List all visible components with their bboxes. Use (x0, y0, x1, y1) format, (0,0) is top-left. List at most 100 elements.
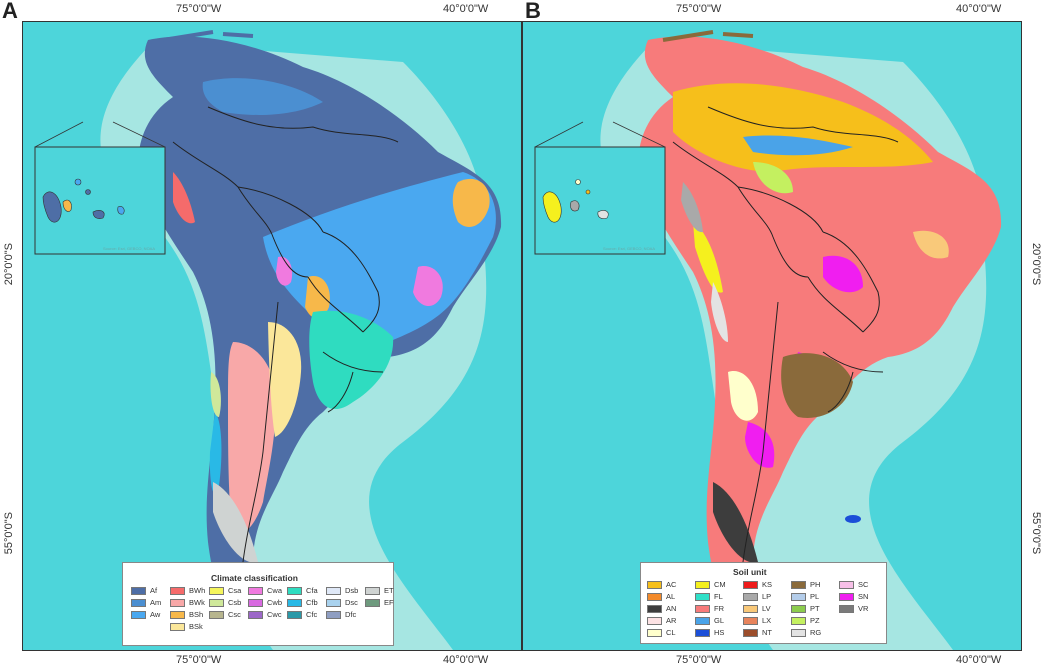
region-csb (210, 372, 221, 417)
panel-a-letter: A (2, 0, 18, 23)
climate-map-svg: Source: Esri, GEBCO, NOAA (34, 30, 502, 650)
galapagos-islands (42, 178, 125, 223)
soil-swatch-sc (839, 581, 854, 589)
panel-a-top-lon-west: 75°0'0"W (176, 3, 222, 15)
climate-label-cwa: Cwa (267, 586, 283, 595)
soil-swatch-an (647, 605, 662, 613)
climate-label-dsb: Dsb (345, 586, 359, 595)
panel-a-bottom-lon-east: 40°0'0"W (443, 654, 489, 666)
soil-swatch-fr (695, 605, 710, 613)
galapagos-islands (542, 179, 609, 223)
soil-label-rg: RG (810, 628, 822, 637)
climate-label-csc: Csc (228, 610, 241, 619)
region-cwa-andes (276, 256, 293, 286)
region-cm (693, 222, 723, 293)
soil-label-hs: HS (714, 628, 725, 637)
soil-label-nt: NT (762, 628, 772, 637)
climate-swatch-ef (365, 599, 380, 607)
soil-label-ks: KS (762, 580, 773, 589)
climate-label-csa: Csa (228, 586, 242, 595)
soil-label-pl: PL (810, 592, 820, 601)
soil-map[interactable]: Source: Esri, GEBCO, NOAA Soil unit AC AL… (522, 21, 1022, 651)
soil-label-ar: AR (666, 616, 677, 625)
climate-label-dsc: Dsc (345, 598, 358, 607)
panel-a-left-lat-north: 20°0'0"S (3, 243, 15, 286)
region-tip (713, 482, 758, 563)
panel-a-bottom-lon-west: 75°0'0"W (176, 654, 222, 666)
region-rg (711, 282, 728, 342)
climate-label-ef: EF (384, 598, 394, 607)
soil-swatch-cm (695, 581, 710, 589)
soil-label-pz: PZ (810, 616, 820, 625)
climate-swatch-csa (209, 587, 224, 595)
region-bwh-coast (173, 172, 195, 224)
soil-swatch-hs (695, 629, 710, 637)
region-cl (728, 371, 758, 421)
soil-label-lp: LP (762, 592, 772, 601)
inset-credit: Source: Esri, GEBCO, NOAA (603, 246, 655, 251)
climate-swatch-cwc (248, 611, 263, 619)
land-fr (638, 36, 1002, 618)
country-borders (172, 106, 399, 563)
region-sn-patagonia (745, 422, 775, 468)
soil-label-sc: SC (858, 580, 869, 589)
climate-swatch-bsh (170, 611, 185, 619)
climate-label-aw: Aw (150, 610, 161, 619)
soil-label-ac: AC (666, 580, 677, 589)
inset-leader (34, 121, 166, 148)
climate-label-cfb: Cfb (306, 598, 318, 607)
soil-label-al: AL (666, 592, 676, 601)
climate-label-am: Am (150, 598, 162, 607)
region-et-tip (213, 482, 258, 563)
climate-swatch-bwk (170, 599, 185, 607)
climate-swatch-dsb (326, 587, 341, 595)
climate-swatch-cwa (248, 587, 263, 595)
soil-label-lv: LV (762, 604, 771, 613)
soil-swatch-lv (743, 605, 758, 613)
region-am-north (202, 78, 323, 115)
panel-b-top-lon-east: 40°0'0"W (956, 3, 1002, 15)
soil-swatch-nt (743, 629, 758, 637)
soil-swatch-gl (695, 617, 710, 625)
country-borders (672, 106, 899, 563)
panel-b-bottom-lon-east: 40°0'0"W (956, 654, 1002, 666)
soil-swatch-fl (695, 593, 710, 601)
soil-label-cl: CL (666, 628, 676, 637)
soil-swatch-ks (743, 581, 758, 589)
soil-label-fr: FR (714, 604, 724, 613)
climate-label-bsh: BSh (189, 610, 204, 619)
soil-swatch-ar (647, 617, 662, 625)
climate-map[interactable]: Source: Esri, GEBCO, NOAA Climate classi… (22, 21, 522, 651)
soil-swatch-rg (791, 629, 806, 637)
panel-b-right-lat-south: 55°0'0"S (1030, 512, 1042, 555)
soil-swatch-pz (791, 617, 806, 625)
climate-swatch-cfa (287, 587, 302, 595)
climate-label-bwh: BWh (189, 586, 206, 595)
soil-label-ph: PH (810, 580, 821, 589)
region-bsk (268, 322, 302, 437)
region-lv (913, 230, 949, 259)
inset-leader (534, 121, 666, 148)
caribbean-islands (662, 30, 754, 42)
climate-label-cwc: Cwc (267, 610, 282, 619)
climate-swatch-aw (131, 611, 146, 619)
panel-b-letter: B (525, 0, 541, 23)
soil-legend: Soil unit AC AL AN AR CL CM FL FR GL HS KS LP LV LX NT… (640, 562, 887, 644)
galapagos-inset-frame (34, 146, 166, 255)
soil-swatch-pt (791, 605, 806, 613)
panel-b-top-lon-west: 75°0'0"W (676, 3, 722, 15)
climate-label-et: ET (384, 586, 394, 595)
caribbean-islands (162, 30, 254, 42)
climate-swatch-dsc (326, 599, 341, 607)
soil-swatch-pl (791, 593, 806, 601)
climate-swatch-csb (209, 599, 224, 607)
region-hs-island (845, 515, 861, 523)
soil-legend-title: Soil unit (733, 567, 767, 577)
region-gl-amazon (743, 135, 853, 156)
climate-label-bsk: BSk (189, 622, 203, 631)
climate-swatch-csc (209, 611, 224, 619)
climate-label-af: Af (150, 586, 158, 595)
soil-swatch-lp (743, 593, 758, 601)
climate-swatch-cwb (248, 599, 263, 607)
soil-swatch-sn (839, 593, 854, 601)
